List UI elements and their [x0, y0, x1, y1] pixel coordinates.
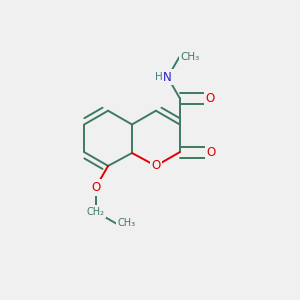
Text: H: H: [154, 72, 162, 82]
Text: CH₃: CH₃: [118, 218, 136, 228]
Text: N: N: [163, 71, 172, 84]
Text: CH₂: CH₂: [87, 207, 105, 217]
Text: O: O: [151, 159, 160, 172]
Text: CH₃: CH₃: [181, 52, 200, 62]
Text: O: O: [207, 146, 216, 159]
Text: O: O: [206, 92, 215, 105]
Text: O: O: [91, 181, 100, 194]
